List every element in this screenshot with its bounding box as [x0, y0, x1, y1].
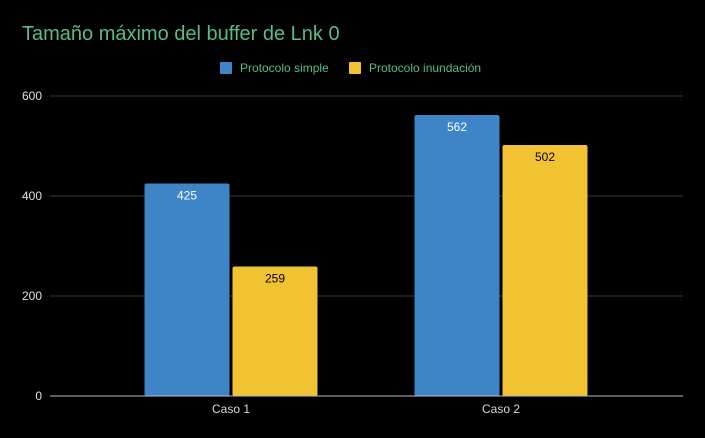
- data-label: 502: [535, 150, 555, 164]
- y-tick-label: 200: [22, 289, 42, 303]
- x-axis: Caso 1 Caso 2: [50, 395, 683, 416]
- bars: [144, 115, 588, 396]
- legend: Protocolo simple Protocolo inundación: [220, 61, 481, 75]
- y-tick-label: 600: [22, 89, 42, 103]
- legend-label-protocolo-inundacion: Protocolo inundación: [369, 61, 481, 75]
- y-tick-label: 400: [22, 189, 42, 203]
- data-label: 259: [265, 272, 285, 286]
- bar-caso-2-series-2: [502, 145, 588, 396]
- bar-caso-1-series-1: [144, 183, 230, 396]
- y-tick-label: 0: [35, 389, 42, 403]
- bar-caso-1-series-2: [232, 266, 318, 396]
- data-labels: 425 259 562 502: [177, 120, 555, 286]
- y-axis: 0 200 400 600: [22, 89, 42, 403]
- legend-label-protocolo-simple: Protocolo simple: [240, 61, 329, 75]
- data-label: 562: [447, 120, 467, 134]
- data-label: 425: [177, 189, 197, 203]
- x-category-label: Caso 1: [212, 402, 250, 416]
- x-category-label: Caso 2: [482, 402, 520, 416]
- legend-swatch-protocolo-simple: [220, 62, 232, 74]
- legend-swatch-protocolo-inundacion: [349, 62, 361, 74]
- chart-title: Tamaño máximo del buffer de Lnk 0: [22, 23, 340, 45]
- bar-caso-2-series-1: [414, 115, 500, 396]
